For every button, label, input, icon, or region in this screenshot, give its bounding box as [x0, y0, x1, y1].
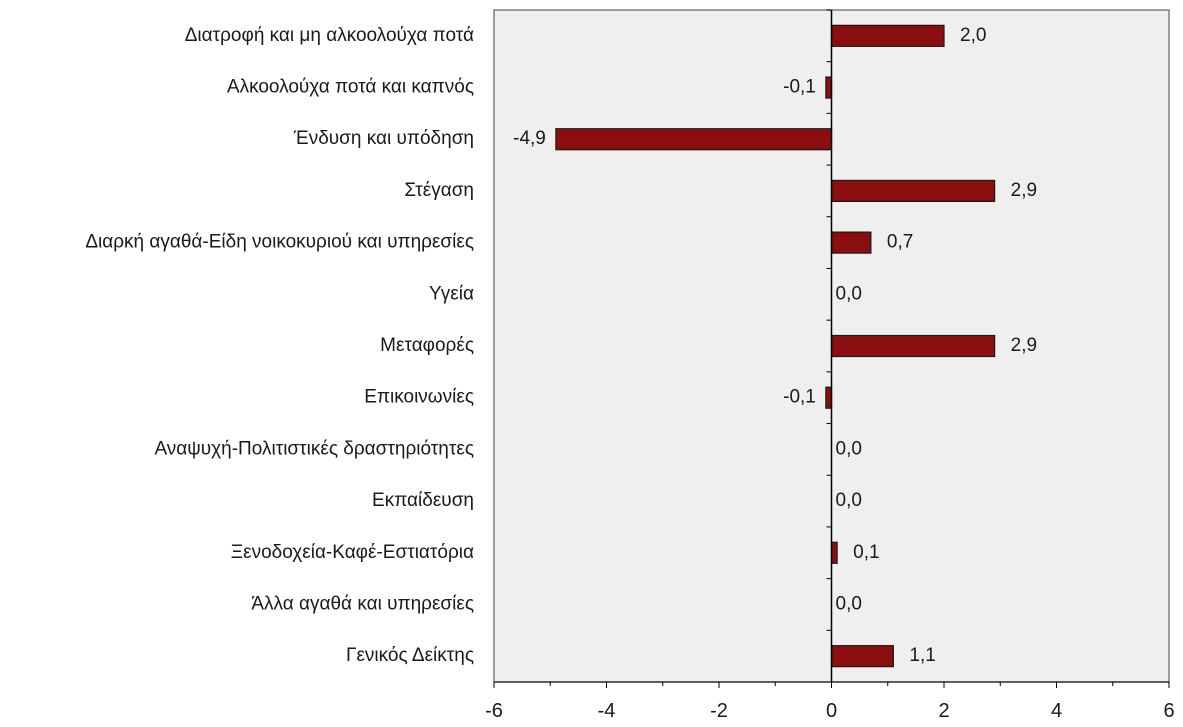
data-label: 2,9	[1011, 335, 1037, 356]
x-tick-label: 4	[1051, 700, 1062, 722]
category-label: Αναψυχή-Πολιτιστικές δραστηριότητες	[154, 438, 474, 459]
category-label: Εκπαίδευση	[372, 490, 474, 511]
bar	[830, 231, 872, 254]
category-labels: Διατροφή και μη αλκοολούχα ποτά Αλκοολούχ…	[85, 25, 474, 666]
category-label: Διατροφή και μη αλκοολούχα ποτά	[185, 25, 474, 46]
bar	[830, 24, 945, 47]
x-tick-label: -2	[710, 700, 728, 722]
category-label: Διαρκή αγαθά-Είδη νοικοκυριού και υπηρεσ…	[85, 232, 474, 253]
bar	[555, 128, 833, 151]
data-label: -0,1	[783, 387, 816, 408]
bar	[830, 645, 894, 668]
x-tick-label: -6	[485, 700, 503, 722]
data-label: 0,1	[853, 542, 879, 563]
data-labels: 2,0 -0,1 -4,9 2,9 0,7 0,0 2,9 -0,1 0,0 0,0 0,1 0,0 1…	[513, 25, 1037, 666]
bar	[830, 334, 996, 358]
x-tick-labels: -6 -4 -2 0 2 4 6	[485, 700, 1174, 722]
data-label: -0,1	[783, 77, 816, 98]
category-label: Άλλα αγαθά και υπηρεσίες	[251, 593, 474, 614]
data-label: 0,0	[836, 438, 862, 459]
data-label: 2,0	[960, 25, 986, 46]
data-label: 1,1	[909, 645, 935, 666]
data-label: 0,7	[887, 232, 913, 253]
x-tick-label: 6	[1163, 700, 1174, 722]
data-label: 0,0	[836, 490, 862, 511]
bar	[825, 76, 833, 99]
data-label: 0,0	[836, 283, 862, 304]
category-label: Μεταφορές	[380, 335, 474, 356]
x-tick-label: 2	[938, 700, 949, 722]
data-label: -4,9	[513, 128, 546, 149]
y-ticks	[826, 9, 832, 683]
data-label: 2,9	[1011, 180, 1037, 201]
x-tick-label: -4	[598, 700, 616, 722]
category-label: Υγεία	[429, 283, 474, 304]
category-label: Αλκοολούχα ποτά και καπνός	[227, 77, 474, 98]
category-label: Επικοινωνίες	[364, 387, 474, 408]
x-ticks	[493, 681, 1170, 688]
category-label: Ένδυση και υπόδηση	[293, 128, 474, 149]
category-label: Στέγαση	[404, 180, 474, 201]
category-label: Γενικός Δείκτης	[346, 645, 474, 666]
bar	[830, 179, 996, 203]
bar	[825, 386, 833, 409]
data-label: 0,0	[836, 593, 862, 614]
bar	[830, 541, 838, 564]
category-label: Ξενοδοχεία-Καφέ-Εστιατόρια	[231, 542, 474, 563]
x-tick-label: 0	[826, 700, 837, 722]
